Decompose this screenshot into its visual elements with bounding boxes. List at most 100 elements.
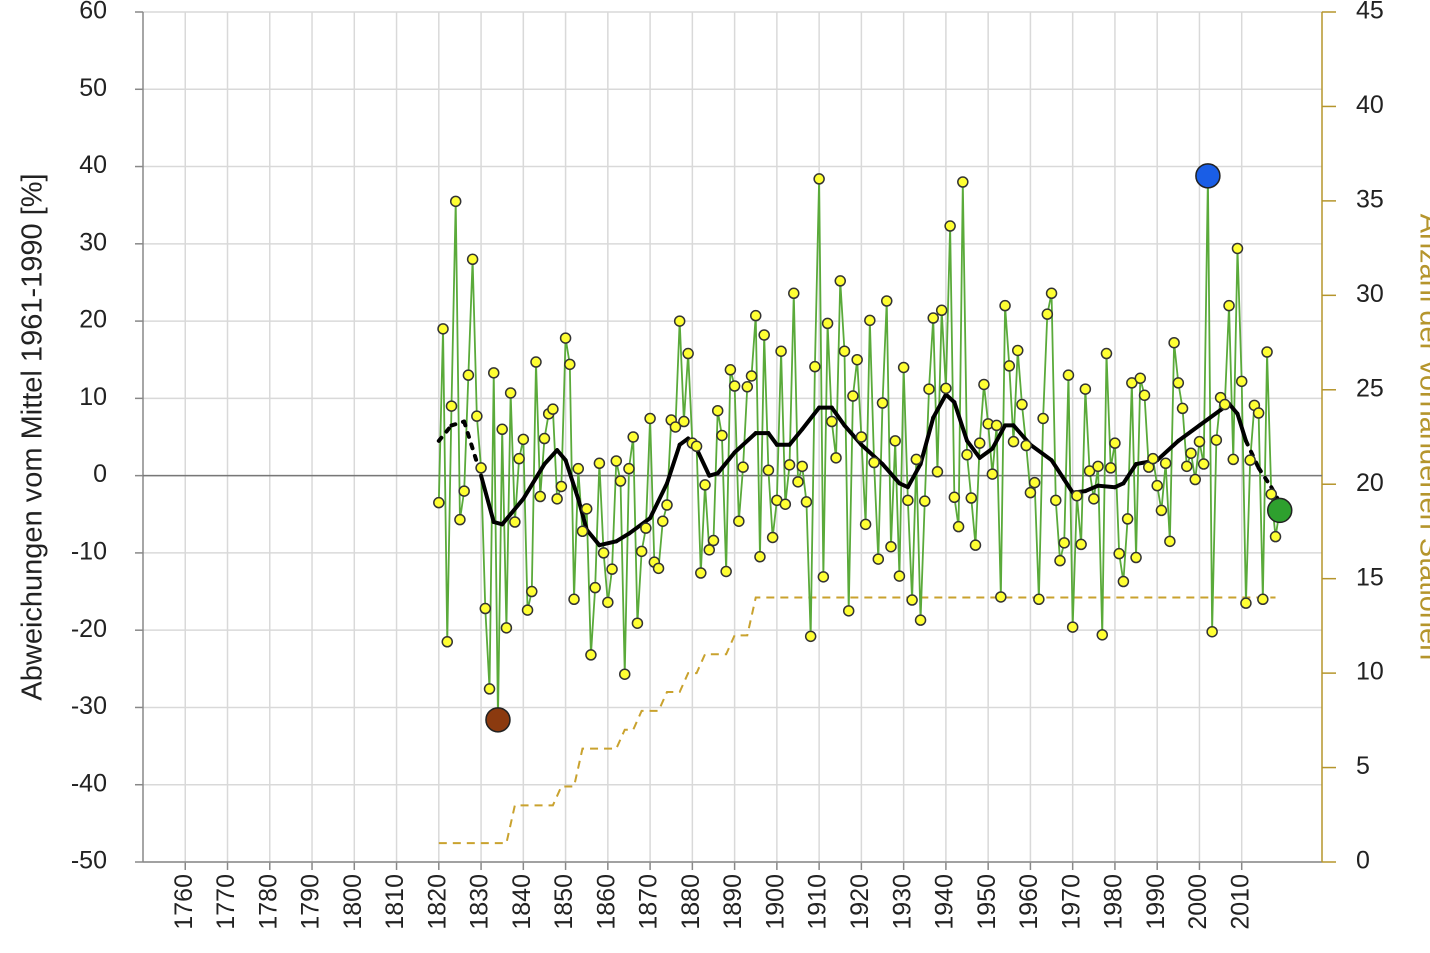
data-point bbox=[737, 461, 749, 473]
x-tick-label: 1900 bbox=[761, 874, 789, 930]
trend-segment bbox=[542, 448, 560, 467]
x-tick-label: 1880 bbox=[677, 874, 705, 930]
trend-segment bbox=[952, 400, 970, 443]
x-tick-label: 1910 bbox=[804, 874, 832, 930]
y-axis-label: Abweichungen vom Mittel 1961-1990 [%] bbox=[17, 173, 49, 700]
data-point bbox=[914, 614, 927, 626]
data-point bbox=[1261, 346, 1273, 358]
x-tick-label: 1810 bbox=[381, 874, 409, 930]
trend-segment bbox=[648, 481, 669, 521]
data-point bbox=[1147, 452, 1159, 465]
data-point bbox=[475, 462, 487, 474]
data-point bbox=[969, 539, 982, 551]
data-point bbox=[547, 403, 559, 415]
x-tick-label: 1800 bbox=[339, 874, 367, 930]
data-point bbox=[758, 329, 770, 341]
data-point bbox=[1020, 439, 1032, 452]
data-point bbox=[1172, 377, 1185, 389]
trend-segment bbox=[1062, 477, 1075, 495]
data-point bbox=[1016, 398, 1028, 411]
data-point bbox=[965, 492, 978, 504]
trend-segment bbox=[597, 539, 619, 548]
data-point bbox=[572, 462, 585, 475]
data-point bbox=[1219, 398, 1231, 411]
trend-segment bbox=[965, 438, 982, 460]
data-point bbox=[1252, 407, 1265, 419]
trend-segment bbox=[449, 419, 467, 428]
x-tick-label: 1870 bbox=[635, 874, 663, 930]
data-point bbox=[1007, 435, 1020, 448]
data-point bbox=[1028, 476, 1041, 489]
data-point bbox=[940, 382, 952, 395]
y-tick-label: 40 bbox=[79, 151, 107, 179]
data-point bbox=[487, 367, 500, 379]
data-point bbox=[1155, 504, 1168, 517]
trend-segment bbox=[1121, 462, 1139, 486]
trend-segment bbox=[766, 431, 779, 447]
data-point bbox=[526, 585, 538, 598]
data-point bbox=[821, 317, 834, 330]
data-point bbox=[978, 378, 990, 391]
data-point bbox=[1033, 593, 1045, 606]
data-point bbox=[847, 390, 859, 402]
trend-segment bbox=[1235, 411, 1248, 443]
y2-tick-label: 10 bbox=[1356, 658, 1384, 686]
y2-tick-label: 40 bbox=[1356, 91, 1384, 119]
x-tick-label: 2000 bbox=[1184, 874, 1212, 930]
trend-segment bbox=[555, 448, 568, 463]
data-point bbox=[589, 581, 601, 594]
data-point bbox=[602, 596, 614, 609]
data-point bbox=[445, 400, 458, 412]
data-point bbox=[880, 295, 893, 307]
data-point bbox=[1050, 494, 1062, 507]
data-point bbox=[724, 364, 737, 376]
x-tick-label: 1830 bbox=[466, 874, 494, 930]
data-point bbox=[1240, 597, 1252, 609]
data-point bbox=[792, 476, 804, 488]
trend-segment bbox=[1155, 438, 1181, 463]
data-point bbox=[868, 456, 880, 469]
data-point bbox=[1071, 489, 1083, 502]
data-point bbox=[707, 534, 720, 547]
trend-segment bbox=[694, 446, 712, 478]
trend-segment bbox=[1096, 483, 1117, 490]
data-point bbox=[699, 479, 711, 491]
trend-segment bbox=[1028, 442, 1054, 463]
data-point bbox=[657, 515, 669, 527]
data-point bbox=[733, 515, 745, 527]
data-point bbox=[551, 493, 563, 505]
trend-segment bbox=[918, 415, 936, 467]
data-point bbox=[804, 630, 817, 643]
highlight-point bbox=[1266, 497, 1293, 524]
data-point bbox=[1066, 621, 1079, 633]
trend-segment bbox=[1083, 483, 1101, 494]
data-point bbox=[1088, 493, 1100, 505]
data-point bbox=[952, 520, 965, 533]
y2-tick-label: 35 bbox=[1356, 185, 1384, 213]
data-point bbox=[1227, 453, 1240, 466]
x-tick-label: 1960 bbox=[1015, 874, 1043, 930]
data-point bbox=[800, 496, 813, 508]
y-tick-label: 0 bbox=[93, 460, 107, 488]
data-point bbox=[682, 347, 694, 360]
data-point bbox=[496, 423, 508, 436]
data-point bbox=[1011, 344, 1024, 357]
data-point bbox=[458, 485, 470, 497]
data-point bbox=[1138, 389, 1151, 402]
x-tick-label: 2010 bbox=[1226, 874, 1254, 930]
data-point bbox=[762, 464, 775, 476]
data-point bbox=[809, 360, 821, 373]
y2-tick-label: 0 bbox=[1356, 847, 1370, 875]
data-point bbox=[859, 518, 872, 531]
data-point bbox=[606, 563, 618, 575]
data-point bbox=[534, 490, 546, 503]
data-point bbox=[1168, 336, 1180, 349]
data-point bbox=[644, 412, 656, 425]
data-point bbox=[897, 361, 910, 374]
data-point bbox=[471, 410, 483, 422]
y2-tick-label: 15 bbox=[1356, 563, 1384, 591]
data-point bbox=[766, 531, 779, 544]
x-tick-label: 1790 bbox=[297, 874, 325, 930]
data-point bbox=[623, 462, 635, 475]
data-point bbox=[961, 449, 973, 461]
